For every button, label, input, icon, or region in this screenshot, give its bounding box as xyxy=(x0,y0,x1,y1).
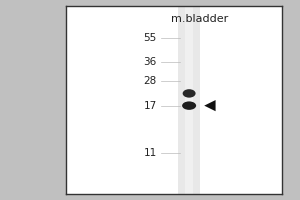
Bar xyxy=(178,6,200,194)
Bar xyxy=(185,6,194,194)
Text: 17: 17 xyxy=(143,101,157,111)
Text: 55: 55 xyxy=(143,33,157,43)
Ellipse shape xyxy=(182,101,196,110)
Text: 11: 11 xyxy=(143,148,157,158)
Polygon shape xyxy=(204,100,216,111)
Text: 28: 28 xyxy=(143,76,157,86)
Text: m.bladder: m.bladder xyxy=(171,14,229,24)
Ellipse shape xyxy=(183,89,196,98)
Text: 36: 36 xyxy=(143,57,157,67)
